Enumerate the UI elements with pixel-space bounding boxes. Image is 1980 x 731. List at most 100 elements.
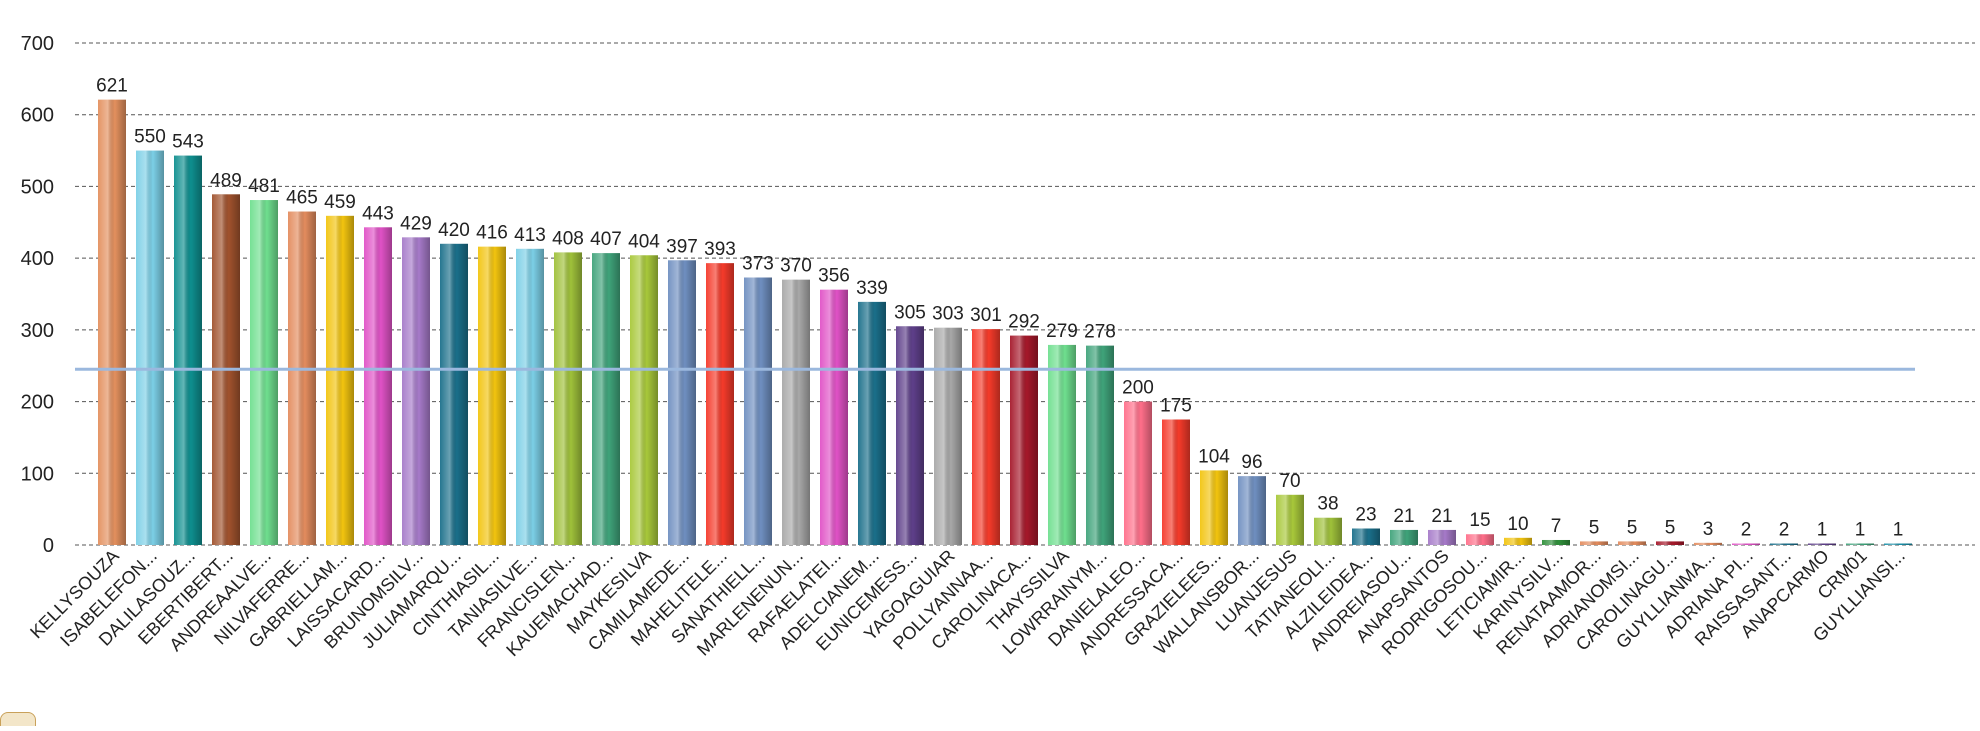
bar-shading (326, 215, 354, 545)
bar-shading (744, 277, 772, 545)
data-label: 175 (1160, 396, 1192, 417)
bar-shading (478, 246, 506, 545)
data-label: 407 (590, 229, 622, 250)
data-label: 278 (1084, 322, 1116, 343)
bar-shading (98, 99, 126, 545)
data-label: 443 (362, 203, 394, 224)
bar-shading (136, 150, 164, 546)
bar-shading (1884, 543, 1912, 545)
bar-shading (1010, 335, 1038, 545)
data-label: 303 (932, 304, 964, 325)
data-label: 279 (1046, 321, 1078, 342)
bar-shading (668, 260, 696, 545)
data-label: 104 (1198, 446, 1230, 467)
data-label: 38 (1317, 494, 1338, 515)
bar-shading (1808, 543, 1836, 545)
bar-shading (934, 327, 962, 545)
data-label: 339 (856, 278, 888, 299)
data-label: 489 (210, 170, 242, 191)
data-label: 3 (1703, 519, 1714, 540)
bar-shading (820, 289, 848, 545)
bar-shading (1466, 534, 1494, 545)
data-label: 5 (1627, 517, 1638, 538)
bar-shading (1542, 539, 1570, 545)
data-label: 2 (1779, 520, 1790, 541)
data-label: 393 (704, 239, 736, 260)
data-label: 70 (1279, 471, 1300, 492)
data-label: 5 (1665, 517, 1676, 538)
data-label: 301 (970, 305, 1002, 326)
bar-shading (1428, 529, 1456, 545)
bar-shading (1732, 543, 1760, 545)
data-label: 200 (1122, 378, 1154, 399)
data-label: 373 (742, 254, 774, 275)
bar-shading (402, 237, 430, 546)
bar-shading (1390, 529, 1418, 545)
y-tick-label: 500 (21, 176, 54, 198)
bar-shading (706, 263, 734, 545)
data-label: 413 (514, 225, 546, 246)
data-label: 5 (1589, 517, 1600, 538)
data-label: 23 (1355, 505, 1376, 526)
data-label: 15 (1469, 510, 1490, 531)
bar-shading (1770, 543, 1798, 545)
bar-shading (440, 243, 468, 546)
bar-shading (896, 326, 924, 545)
data-label: 96 (1241, 452, 1262, 473)
bar-shading (1162, 419, 1190, 545)
bar-shading (1846, 543, 1874, 545)
data-label: 420 (438, 220, 470, 241)
data-label: 10 (1507, 514, 1528, 535)
data-label: 1 (1893, 520, 1904, 541)
bar-shading (1124, 401, 1152, 545)
bar-shading (554, 252, 582, 546)
data-label: 1 (1817, 520, 1828, 541)
bar-shading (592, 253, 620, 545)
data-label: 305 (894, 302, 926, 323)
bar-shading (1694, 542, 1722, 545)
bar-shading (1352, 528, 1380, 545)
bar-shading (1656, 541, 1684, 545)
data-label: 550 (134, 127, 166, 148)
data-label: 543 (172, 132, 204, 153)
y-tick-label: 100 (21, 463, 54, 485)
data-label: 621 (96, 76, 128, 97)
bar-shading (364, 227, 392, 545)
bar-shading (1618, 541, 1646, 545)
bar-shading (288, 211, 316, 545)
corner-tab-icon (0, 712, 36, 726)
bar-shading (1200, 470, 1228, 545)
bar-shading (174, 155, 202, 545)
bar-shading (1504, 537, 1532, 545)
bar-shading (1048, 344, 1076, 545)
y-tick-label: 200 (21, 392, 54, 414)
data-label: 465 (286, 188, 318, 209)
bar-shading (1314, 517, 1342, 545)
y-tick-label: 700 (21, 33, 54, 55)
data-label: 416 (476, 223, 508, 244)
data-label: 7 (1551, 516, 1562, 537)
data-label: 404 (628, 231, 660, 252)
data-label: 370 (780, 256, 812, 277)
data-label: 481 (248, 176, 280, 197)
bar-shading (1580, 541, 1608, 545)
bar-shading (858, 301, 886, 545)
y-tick-label: 600 (21, 105, 54, 127)
data-label: 1 (1855, 520, 1866, 541)
bar-shading (782, 279, 810, 545)
bar-shading (250, 200, 278, 545)
data-label: 21 (1393, 506, 1414, 527)
data-label: 292 (1008, 312, 1040, 333)
bar-shading (1276, 494, 1304, 545)
bar-shading (630, 255, 658, 545)
data-label: 2 (1741, 520, 1752, 541)
data-label: 429 (400, 213, 432, 234)
bar-shading (516, 248, 544, 545)
data-label: 397 (666, 236, 698, 257)
data-label: 21 (1431, 506, 1452, 527)
data-label: 408 (552, 228, 584, 249)
y-tick-label: 0 (43, 535, 54, 557)
bar-shading (1086, 345, 1114, 545)
